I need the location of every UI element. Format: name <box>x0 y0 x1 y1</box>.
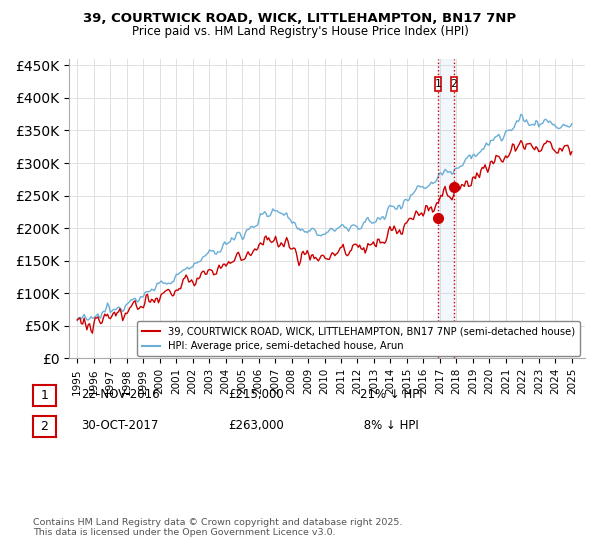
Text: 2: 2 <box>40 419 49 433</box>
FancyBboxPatch shape <box>436 77 441 91</box>
Text: 30-OCT-2017: 30-OCT-2017 <box>81 419 158 432</box>
Text: 39, COURTWICK ROAD, WICK, LITTLEHAMPTON, BN17 7NP: 39, COURTWICK ROAD, WICK, LITTLEHAMPTON,… <box>83 12 517 25</box>
Text: 22-NOV-2016: 22-NOV-2016 <box>81 388 160 402</box>
Text: 1: 1 <box>40 389 49 402</box>
Text: 2: 2 <box>450 80 457 89</box>
Text: £215,000: £215,000 <box>228 388 284 402</box>
Text: 1: 1 <box>435 80 442 89</box>
Text: £263,000: £263,000 <box>228 419 284 432</box>
Text: Price paid vs. HM Land Registry's House Price Index (HPI): Price paid vs. HM Land Registry's House … <box>131 25 469 38</box>
Text: 21% ↓ HPI: 21% ↓ HPI <box>360 388 422 402</box>
Text: 8% ↓ HPI: 8% ↓ HPI <box>360 419 419 432</box>
Legend: 39, COURTWICK ROAD, WICK, LITTLEHAMPTON, BN17 7NP (semi-detached house), HPI: Av: 39, COURTWICK ROAD, WICK, LITTLEHAMPTON,… <box>137 321 580 356</box>
Bar <box>438 59 454 358</box>
Text: Contains HM Land Registry data © Crown copyright and database right 2025.
This d: Contains HM Land Registry data © Crown c… <box>33 518 403 538</box>
FancyBboxPatch shape <box>451 77 457 91</box>
